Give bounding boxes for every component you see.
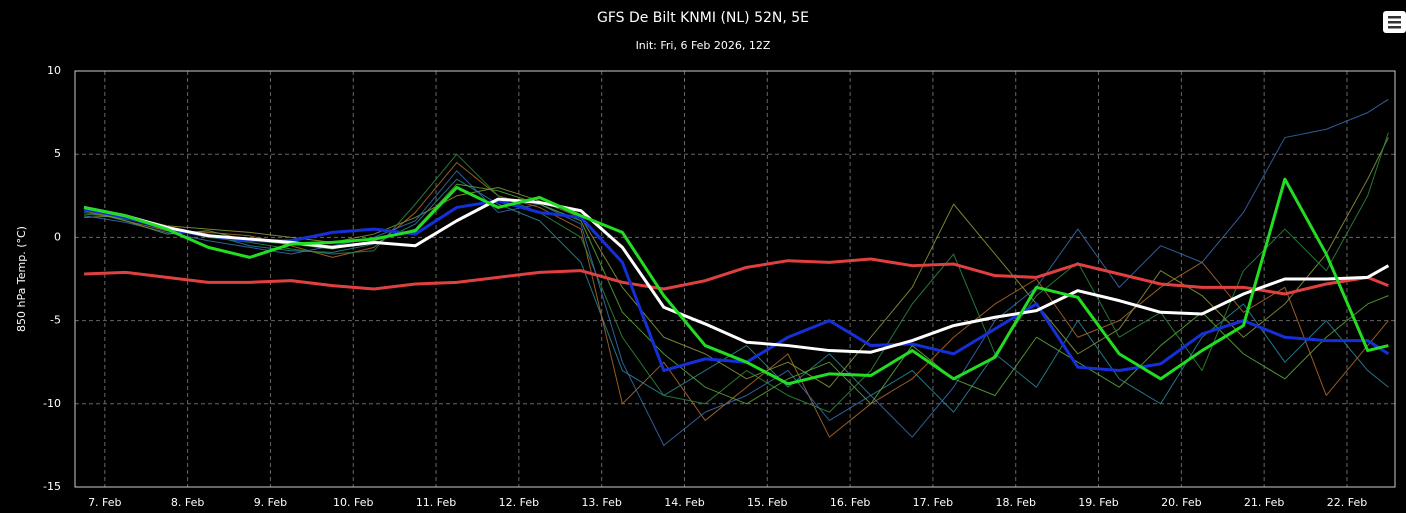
x-tick-label: 20. Feb — [1161, 496, 1201, 509]
menu-button[interactable] — [1383, 11, 1406, 33]
x-tick-label: 14. Feb — [664, 496, 704, 509]
y-tick-label: -5 — [50, 314, 61, 327]
chart-subtitle: Init: Fri, 6 Feb 2026, 12Z — [636, 39, 771, 52]
series-line — [83, 183, 1389, 405]
x-tick-label: 21. Feb — [1244, 496, 1284, 509]
series-line — [84, 132, 1389, 413]
x-tick-label: 16. Feb — [830, 496, 870, 509]
x-tick-label: 9. Feb — [254, 496, 287, 509]
y-axis-label: 850 hPa Temp. (°C) — [15, 226, 28, 332]
x-tick-label: 13. Feb — [581, 496, 621, 509]
y-tick-label: -15 — [43, 480, 61, 493]
y-tick-label: 5 — [54, 147, 61, 160]
x-tick-label: 15. Feb — [747, 496, 787, 509]
x-tick-label: 12. Feb — [499, 496, 539, 509]
x-tick-label: 8. Feb — [171, 496, 204, 509]
x-tick-label: 17. Feb — [913, 496, 953, 509]
plot-frame — [74, 70, 1396, 488]
chart-title: GFS De Bilt KNMI (NL) 52N, 5E — [597, 10, 809, 26]
y-tick-label: 0 — [54, 230, 61, 243]
y-tick-label: -10 — [43, 397, 61, 410]
x-tick-label: 11. Feb — [416, 496, 456, 509]
x-tick-label: 19. Feb — [1078, 496, 1118, 509]
y-tick-label: 10 — [47, 64, 61, 77]
series-group — [83, 98, 1390, 446]
series-line — [84, 98, 1389, 446]
series-line — [83, 177, 1389, 386]
x-tick-label: 18. Feb — [995, 496, 1035, 509]
x-tick-label: 22. Feb — [1327, 496, 1367, 509]
x-tick-label: 10. Feb — [333, 496, 373, 509]
series-line — [84, 257, 1389, 296]
series-line — [83, 162, 1389, 438]
x-tick-label: 7. Feb — [88, 496, 121, 509]
